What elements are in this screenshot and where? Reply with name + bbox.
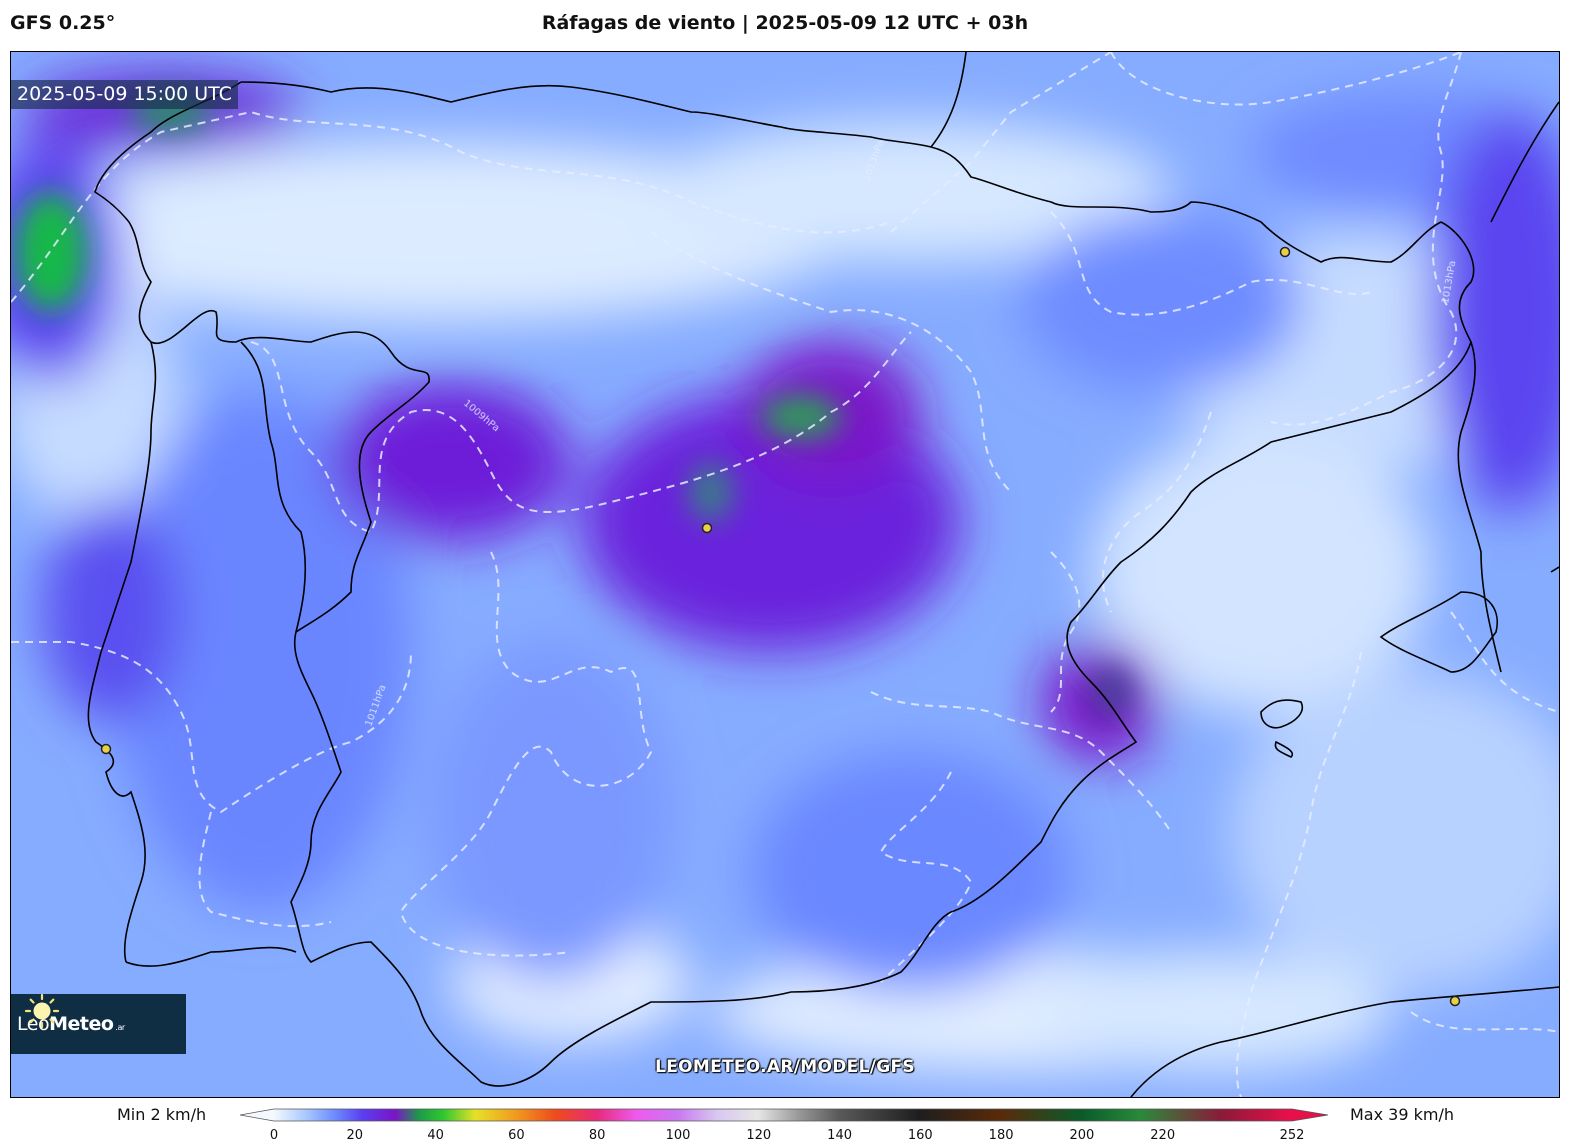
city-marker[interactable] (1279, 246, 1291, 258)
colorbar (239, 1107, 1330, 1126)
city-marker[interactable] (1449, 995, 1461, 1007)
wind-gust-map[interactable]: 1009hPa 1011hPa 1013hPa 1013hPa 2025-05-… (10, 51, 1560, 1098)
coastlines (87, 52, 1559, 1097)
city-markers (100, 246, 1461, 1007)
colorbar-min-label: Min 2 km/h (117, 1105, 207, 1124)
colorbar-tick-label: 220 (1150, 1128, 1176, 1143)
sun-icon (25, 994, 59, 1028)
colorbar-tick-label: 140 (827, 1128, 853, 1143)
colorbar-tick-label: 60 (508, 1128, 525, 1143)
colorbar-tick-label: 20 (346, 1128, 364, 1143)
colorbar-tick-label: 0 (269, 1128, 279, 1143)
colorbar-tick-label: 180 (988, 1128, 1014, 1143)
city-marker[interactable] (701, 522, 713, 534)
colorbar-tick-label: 252 (1279, 1128, 1305, 1143)
colorbar-tick-label: 100 (665, 1128, 691, 1143)
model-label: GFS 0.25° (10, 12, 116, 34)
watermark-url[interactable]: LEOMETEO.AR/MODEL/GFS (655, 1057, 915, 1077)
colorbar-tick-label: 160 (907, 1128, 933, 1143)
valid-time-label: 2025-05-09 15:00 UTC (11, 80, 238, 109)
colorbar-tick-label: 40 (427, 1128, 444, 1143)
leometeo-logo[interactable]: LeoMeteo .ar (11, 994, 186, 1054)
logo-suffix: .ar (115, 1023, 125, 1032)
logo-name-bold: Meteo (49, 1013, 114, 1035)
map-title: Ráfagas de viento | 2025-05-09 12 UTC + … (541, 12, 1029, 34)
colorbar-gradient (239, 1108, 1329, 1122)
colorbar-tick-label: 200 (1069, 1128, 1095, 1143)
city-marker[interactable] (100, 743, 112, 755)
colorbar-tick-label: 120 (746, 1128, 772, 1143)
isobars (11, 52, 1559, 1097)
map-canvas: 1009hPa 1011hPa 1013hPa 1013hPa (11, 52, 1559, 1097)
colorbar-tick-label: 80 (588, 1128, 606, 1143)
colorbar-max-label: Max 39 km/h (1350, 1105, 1454, 1124)
